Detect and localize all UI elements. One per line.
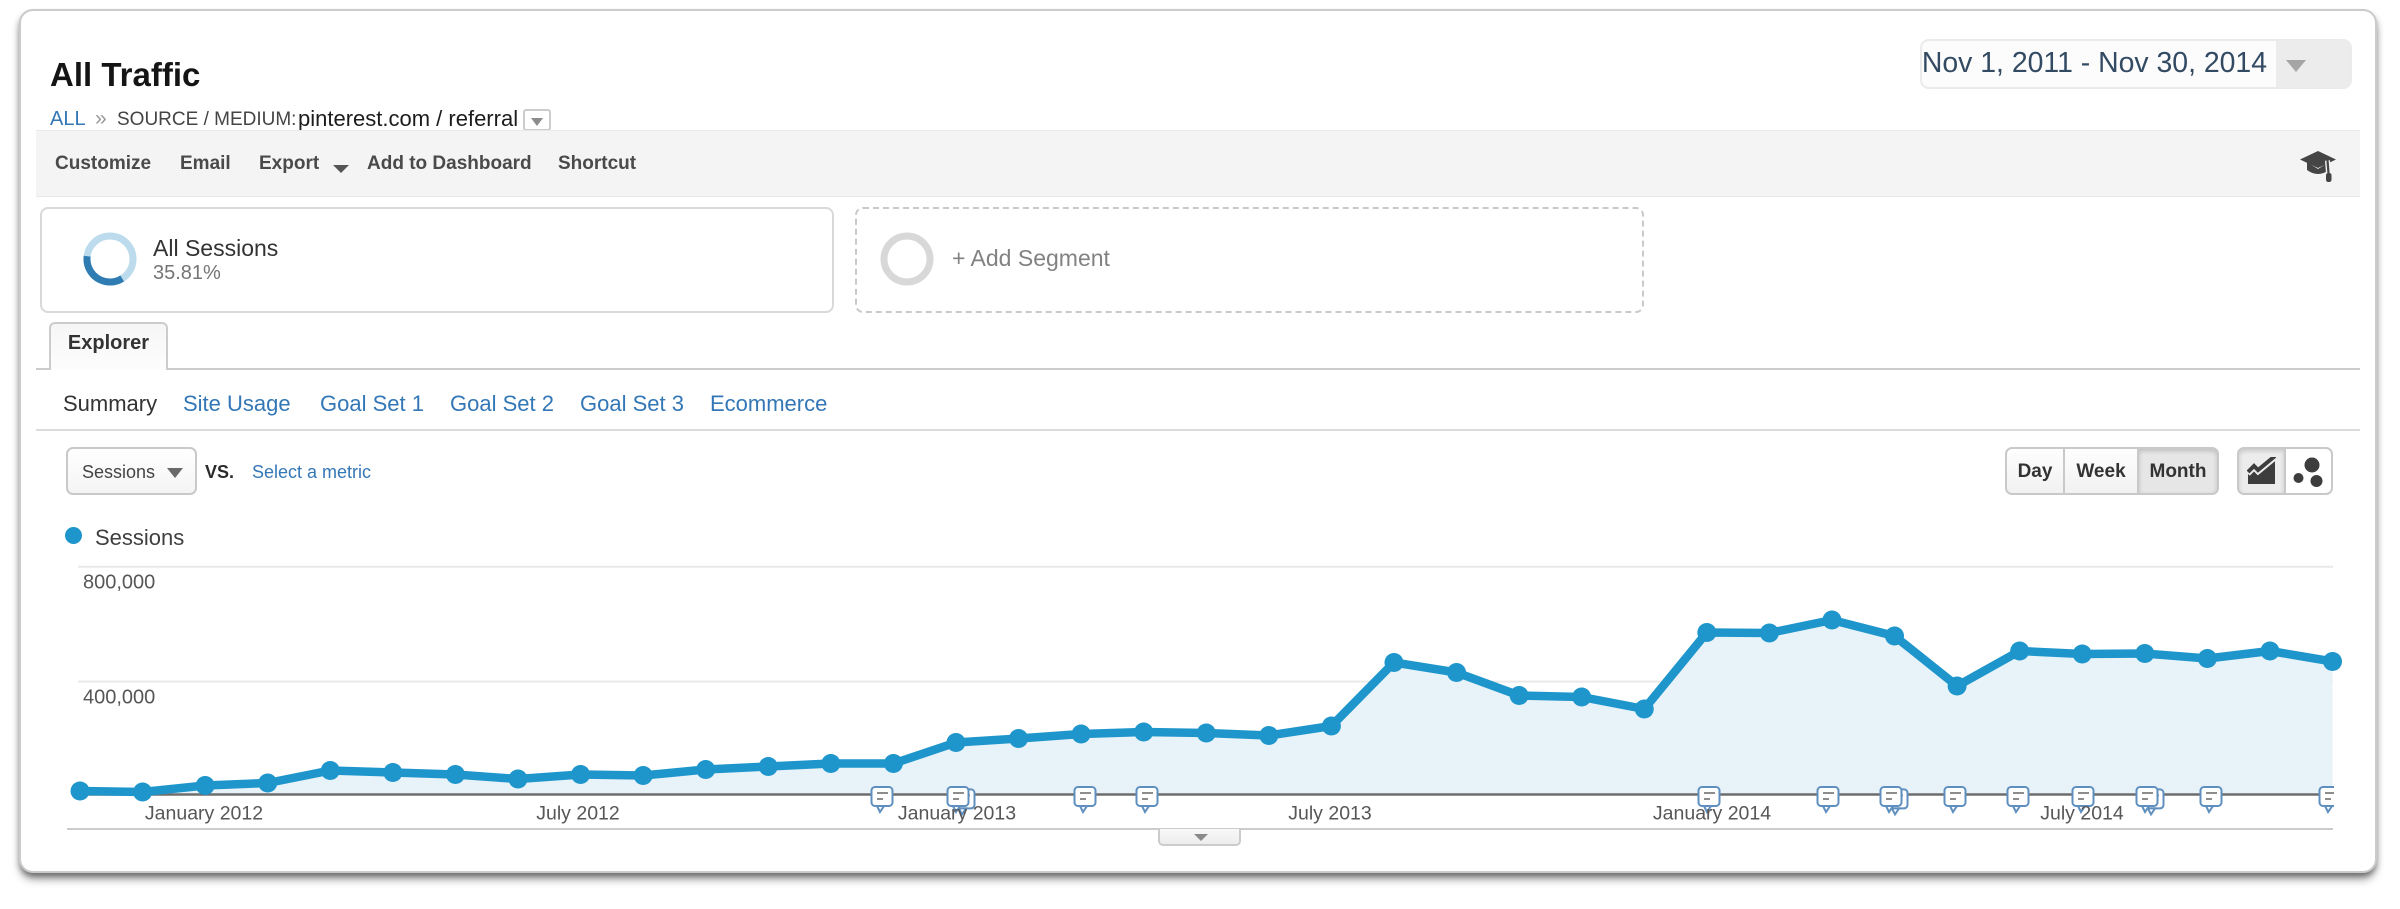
svg-text:800,000: 800,000 bbox=[83, 572, 155, 594]
svg-text:July 2014: July 2014 bbox=[2040, 803, 2124, 825]
svg-text:July 2013: July 2013 bbox=[1288, 803, 1371, 825]
svg-text:January 2013: January 2013 bbox=[898, 803, 1016, 825]
svg-text:January 2014: January 2014 bbox=[1653, 803, 1771, 825]
svg-text:400,000: 400,000 bbox=[83, 687, 155, 709]
svg-text:January 2012: January 2012 bbox=[145, 803, 263, 825]
svg-text:July 2012: July 2012 bbox=[536, 803, 619, 825]
